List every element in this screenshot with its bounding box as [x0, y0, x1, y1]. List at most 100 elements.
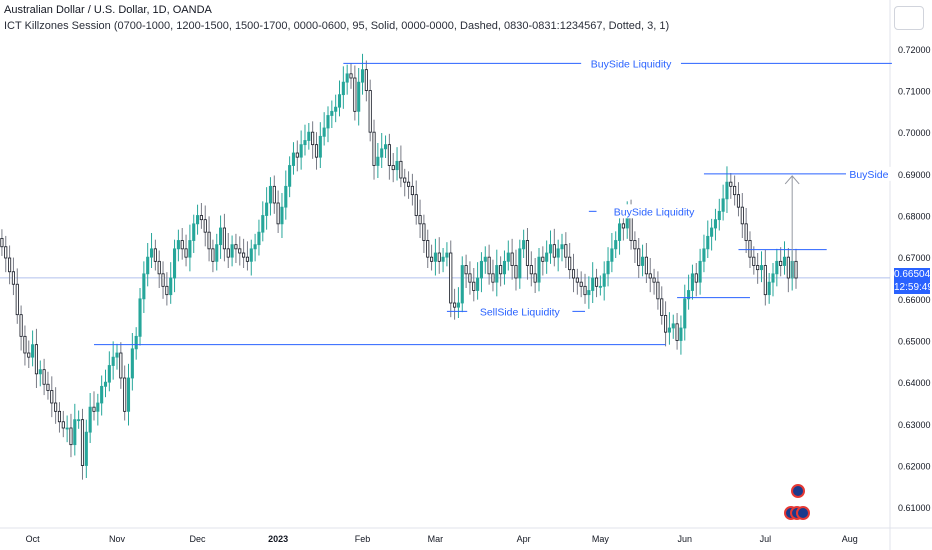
- liquidity-label-bg: [604, 204, 704, 219]
- candle-body: [725, 181, 729, 200]
- candle-body: [468, 273, 472, 283]
- candle-body: [621, 223, 625, 229]
- candle-body: [322, 127, 326, 137]
- candle-body: [610, 248, 614, 262]
- candle-body: [387, 144, 391, 166]
- candle-body: [430, 256, 434, 262]
- candle-body: [337, 94, 342, 108]
- candle-body: [495, 265, 499, 283]
- candle-body: [537, 256, 541, 283]
- candle-body: [786, 256, 790, 279]
- candle-body: [61, 421, 65, 429]
- flag-icon[interactable]: [796, 506, 810, 520]
- candle-body: [272, 185, 276, 204]
- y-tick-label: 0.62000: [898, 462, 931, 472]
- candle-body: [23, 335, 27, 354]
- candle-body: [637, 248, 641, 266]
- candle-body: [372, 131, 376, 166]
- candle-body: [721, 198, 725, 212]
- candle-body: [46, 383, 50, 391]
- candle-body: [648, 273, 652, 279]
- candle-body: [383, 144, 388, 150]
- candle-body: [564, 244, 568, 258]
- x-tick-label: May: [592, 534, 610, 544]
- candle-body: [763, 265, 767, 296]
- candle-body: [11, 271, 15, 285]
- liquidity-label-bg: [467, 304, 573, 319]
- candle-body: [184, 248, 188, 258]
- candle-body: [157, 260, 161, 275]
- candle-body: [96, 402, 100, 412]
- candle-body: [675, 323, 679, 341]
- candle-body: [529, 265, 533, 275]
- projection-arrow-head: [784, 175, 800, 185]
- candle-body: [27, 352, 31, 358]
- candle-body: [767, 281, 771, 296]
- candle-body: [614, 240, 618, 250]
- candle-body: [314, 144, 319, 158]
- candle-body: [192, 223, 196, 241]
- candle-body: [794, 260, 798, 279]
- candle-body: [111, 356, 115, 366]
- candle-body: [172, 248, 177, 279]
- candle-body: [268, 185, 273, 204]
- candle-body: [0, 238, 4, 248]
- candle-body: [146, 256, 150, 275]
- x-tick-label: Nov: [109, 534, 126, 544]
- event-icons[interactable]: [784, 484, 812, 528]
- candle-body: [449, 252, 453, 304]
- bar-countdown: 12:59:49: [894, 282, 932, 293]
- y-tick-label: 0.65000: [898, 337, 931, 347]
- candle-body: [545, 252, 549, 262]
- candle-body: [525, 240, 530, 266]
- candle-body: [579, 281, 583, 287]
- flag-icon[interactable]: [791, 484, 805, 498]
- candle-body: [219, 227, 223, 246]
- candle-body: [115, 352, 119, 358]
- candle-body: [422, 223, 426, 241]
- candle-body: [307, 131, 311, 141]
- x-tick-label: Aug: [842, 534, 858, 544]
- candle-body: [740, 206, 744, 225]
- candle-body: [180, 240, 184, 250]
- candle-body: [733, 185, 737, 196]
- candle-body: [391, 165, 395, 171]
- candle-body: [644, 256, 648, 275]
- symbol-title[interactable]: Australian Dollar / U.S. Dollar, 1D, OAN…: [4, 4, 212, 16]
- candle-body: [403, 177, 407, 183]
- candle-body: [238, 248, 242, 254]
- candle-body: [77, 419, 81, 422]
- candle-body: [4, 246, 8, 259]
- candle-body: [80, 419, 85, 466]
- candle-body: [571, 269, 576, 279]
- candle-body: [376, 156, 380, 166]
- candle-body: [249, 248, 253, 262]
- candle-body: [19, 314, 23, 337]
- candle-body: [34, 344, 38, 375]
- candle-body: [641, 256, 645, 266]
- candle-body: [211, 248, 215, 262]
- candle-body: [652, 277, 656, 283]
- candle-body: [433, 252, 437, 262]
- candle-body: [265, 202, 269, 216]
- candle-body: [683, 298, 687, 329]
- candle-body: [399, 160, 403, 179]
- candle-body: [556, 248, 560, 258]
- candle-body: [318, 135, 322, 158]
- candle-body: [295, 152, 299, 158]
- indicator-legend[interactable]: ICT Killzones Session (0700-1000, 1200-1…: [4, 20, 670, 32]
- candle-body: [606, 260, 610, 275]
- candle-body: [215, 244, 219, 262]
- candle-body: [782, 256, 787, 266]
- candle-body: [710, 227, 714, 237]
- candle-body: [775, 260, 779, 275]
- y-tick-label: 0.71000: [898, 87, 931, 97]
- current-price-value: 0.66504: [894, 269, 931, 280]
- candle-body: [188, 240, 192, 258]
- y-tick-label: 0.63000: [898, 420, 931, 430]
- candle-body: [660, 298, 664, 316]
- candle-body: [123, 377, 127, 412]
- chart-options-button[interactable]: [894, 6, 924, 30]
